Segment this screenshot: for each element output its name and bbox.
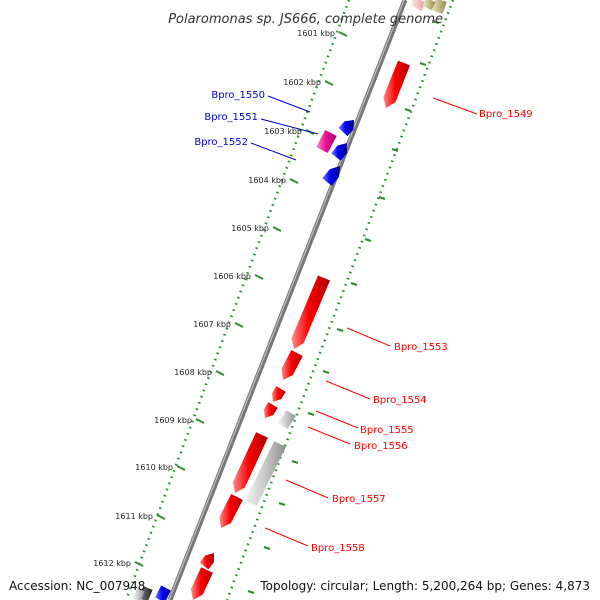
tick-label: 1606 kbp xyxy=(213,272,251,281)
gene-arrow-bpro-1555[interactable] xyxy=(263,402,278,418)
gene-label-bpro-1551[interactable]: Bpro_1551 xyxy=(204,112,258,123)
tick-mark-outer xyxy=(263,545,271,551)
label-leader-line xyxy=(432,97,478,115)
tick-mark-outer xyxy=(278,501,286,507)
gene-label-bpro-1554[interactable]: Bpro_1554 xyxy=(373,395,427,406)
label-leader-line xyxy=(346,327,391,347)
tick-mark-outer xyxy=(336,327,344,333)
tick-mark-outer xyxy=(291,459,299,465)
tick-mark xyxy=(156,514,166,520)
tick-mark xyxy=(215,370,225,376)
topology-text: Topology: circular; Length: 5,200,264 bp… xyxy=(260,579,590,593)
tick-mark xyxy=(134,561,144,567)
tick-mark-outer xyxy=(350,281,358,287)
gene-label-bpro-1552[interactable]: Bpro_1552 xyxy=(194,137,248,148)
gene-arrow[interactable] xyxy=(410,0,426,11)
genome-backbone-highlight xyxy=(168,0,405,600)
tick-mark-outer xyxy=(364,237,372,243)
gene-label-bpro-1557[interactable]: Bpro_1557 xyxy=(332,494,386,505)
tick-mark-outer xyxy=(432,19,440,25)
tick-mark xyxy=(176,465,186,471)
gene-arrow[interactable] xyxy=(132,588,145,600)
gene-arrow-bpro-1557[interactable] xyxy=(245,441,286,506)
tick-label: 1607 kbp xyxy=(193,320,231,329)
gene-arrow[interactable] xyxy=(431,0,447,14)
tick-label: 1601 kbp xyxy=(297,29,335,38)
gene-arrow[interactable] xyxy=(219,494,243,528)
tick-label: 1605 kbp xyxy=(231,224,269,233)
scale-ticks: 1601 kbp 1602 kbp 1603 kbp 1604 kbp 1605 kbp… xyxy=(93,19,440,595)
tick-mark-outer xyxy=(419,61,427,67)
label-leader-line xyxy=(285,479,329,499)
tick-mark xyxy=(338,31,348,37)
tick-mark-outer xyxy=(391,147,399,153)
label-leader-line xyxy=(250,142,297,161)
accession-text: Accession: NC_007948 xyxy=(9,579,146,593)
gene-arrow-bpro-1556[interactable] xyxy=(278,410,296,429)
tick-mark xyxy=(195,418,205,424)
gene-label-bpro-1558[interactable]: Bpro_1558 xyxy=(311,543,365,554)
gene-label-bpro-1550[interactable]: Bpro_1550 xyxy=(211,90,265,101)
gene-arrow-bpro-1550[interactable] xyxy=(338,120,354,137)
tick-label: 1602 kbp xyxy=(283,78,321,87)
tick-mark xyxy=(289,178,299,184)
label-leader-line xyxy=(315,410,359,429)
tick-mark xyxy=(272,226,282,232)
label-leader-line xyxy=(264,527,309,547)
gene-arrow[interactable] xyxy=(190,567,213,600)
map-title: Polaromonas sp. JS666, complete genome xyxy=(168,12,443,27)
gene-label-bpro-1555[interactable]: Bpro_1555 xyxy=(360,425,414,436)
genome-backbone xyxy=(167,0,408,600)
label-leader-line xyxy=(307,426,351,445)
gene-arrow-bpro-1553[interactable] xyxy=(291,275,331,350)
gene-arrow[interactable] xyxy=(271,386,286,402)
tick-mark-outer xyxy=(307,411,315,417)
tick-mark xyxy=(254,274,264,280)
tick-mark-outer xyxy=(322,369,330,375)
tick-mark xyxy=(234,322,244,328)
label-leaders xyxy=(250,95,478,547)
tick-mark xyxy=(324,80,334,86)
dotted-ring-inner xyxy=(124,0,351,600)
gene-arrow-bpro-1554[interactable] xyxy=(281,350,303,380)
tick-label: 1610 kbp xyxy=(135,463,173,472)
gene-arrow-bpro-1551[interactable] xyxy=(316,130,337,153)
gene-arrow[interactable] xyxy=(155,585,171,600)
gene-labels: Bpro_1549 Bpro_1550 Bpro_1551 Bpro_1552 Bpro… xyxy=(194,90,532,554)
gene-label-bpro-1556[interactable]: Bpro_1556 xyxy=(354,441,408,452)
tick-label: 1604 kbp xyxy=(248,176,286,185)
label-leader-line xyxy=(260,118,319,135)
tick-label: 1612 kbp xyxy=(93,559,131,568)
tick-mark-outer xyxy=(378,195,386,201)
gene-arrow[interactable] xyxy=(422,0,436,11)
tick-mark-outer xyxy=(247,589,255,595)
gene-arrow[interactable] xyxy=(322,166,340,186)
gene-label-bpro-1553[interactable]: Bpro_1553 xyxy=(394,342,448,353)
tick-label: 1611 kbp xyxy=(115,512,153,521)
gene-arrow-bpro-1552[interactable] xyxy=(331,143,347,161)
gene-arrow-bpro-1558[interactable] xyxy=(199,553,214,570)
label-leader-line xyxy=(325,380,371,400)
gene-features xyxy=(132,0,447,600)
gene-arrow[interactable] xyxy=(232,432,268,493)
tick-mark-outer xyxy=(404,107,412,113)
label-leader-line xyxy=(267,95,311,113)
gene-arrow-bpro-1549[interactable] xyxy=(383,60,410,108)
gene-label-bpro-1549[interactable]: Bpro_1549 xyxy=(479,109,533,120)
tick-label: 1609 kbp xyxy=(154,416,192,425)
dotted-ring-outer xyxy=(225,0,455,600)
tick-label: 1603 kbp xyxy=(264,127,302,136)
tick-label: 1608 kbp xyxy=(174,368,212,377)
